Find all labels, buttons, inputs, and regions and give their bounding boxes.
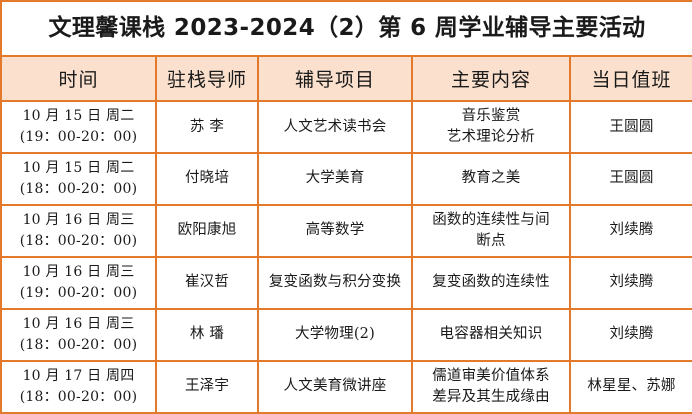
cell-content: 儒道审美价值体系 差异及其生成缘由: [411, 359, 571, 414]
cell-duty: 王圆圆: [568, 152, 692, 206]
cell-content-line2: 差异及其生成缘由: [432, 388, 550, 405]
cell-project: 人文艺术读书会: [257, 99, 413, 155]
column-header-content: 主要内容: [411, 55, 571, 102]
column-header-time: 时间: [0, 55, 157, 102]
cell-teacher: 王泽宇: [155, 359, 259, 414]
cell-project: 大学物理(2): [257, 307, 413, 362]
column-header-duty: 当日值班: [568, 55, 692, 102]
cell-project: 人文美育微讲座: [257, 359, 413, 414]
cell-teacher: 崔汉哲: [155, 256, 259, 310]
cell-time-date: 10 月 16 日 周三: [22, 211, 135, 228]
cell-content: 电容器相关知识: [411, 307, 571, 362]
cell-time: 10 月 17 日 周四 (18：00-20：00): [0, 359, 157, 414]
cell-content-line1: 儒道审美价值体系: [432, 367, 550, 384]
cell-time-range: (19：00-20：00): [19, 284, 138, 301]
cell-time-date: 10 月 16 日 周三: [22, 263, 135, 280]
cell-duty: 刘续腾: [568, 203, 692, 259]
cell-content: 函数的连续性与间 断点: [411, 203, 571, 259]
table-row: 10 月 17 日 周四 (18：00-20：00) 王泽宇 人文美育微讲座 儒…: [0, 359, 692, 414]
table-row: 10 月 15 日 周二 (19：00-20：00) 苏 李 人文艺术读书会 音…: [0, 99, 692, 155]
cell-time: 10 月 16 日 周三 (18：00-20：00): [0, 307, 157, 362]
cell-time-range: (19：00-20：00): [19, 129, 138, 145]
cell-project: 复变函数与积分变换: [257, 256, 413, 310]
cell-teacher: 苏 李: [155, 99, 259, 155]
cell-duty: 王圆圆: [568, 99, 692, 155]
cell-time: 10 月 15 日 周二 (18：00-20：00): [0, 152, 157, 206]
cell-teacher: 欧阳康旭: [155, 203, 259, 259]
cell-time-date: 10 月 15 日 周二: [22, 160, 135, 176]
title-row: 文理馨课栈 2023-2024（2）第 6 周学业辅导主要活动: [0, 0, 692, 57]
table-row: 10 月 16 日 周三 (18：00-20：00) 林 璠 大学物理(2) 电…: [0, 307, 692, 362]
cell-time-range: (18：00-20：00): [19, 388, 138, 405]
cell-time-date: 10 月 16 日 周三: [22, 315, 135, 332]
table-row: 10 月 16 日 周三 (18：00-20：00) 欧阳康旭 高等数学 函数的…: [0, 203, 692, 259]
cell-time-range: (18：00-20：00): [19, 181, 138, 197]
cell-duty: 林星星、苏娜: [568, 359, 692, 414]
cell-content-line1: 函数的连续性与间: [432, 211, 550, 228]
cell-content-line1: 教育之美: [461, 170, 521, 187]
cell-content-line2: 艺术理论分析: [446, 129, 536, 145]
cell-content-line1: 电容器相关知识: [439, 326, 543, 343]
cell-teacher: 林 璠: [155, 307, 259, 362]
cell-content-line1: 音乐鉴赏: [461, 107, 521, 124]
cell-content-line1: 复变函数的连续性: [432, 274, 550, 291]
cell-content: 教育之美: [411, 152, 571, 206]
cell-time-range: (18：00-20：00): [19, 336, 138, 353]
cell-time-date: 10 月 17 日 周四: [22, 367, 135, 384]
column-header-project: 辅导项目: [257, 55, 413, 102]
cell-duty: 刘续腾: [568, 256, 692, 310]
cell-content: 复变函数的连续性: [411, 256, 571, 310]
cell-time-date: 10 月 15 日 周二: [22, 108, 135, 124]
table-row: 10 月 16 日 周三 (19：00-20：00) 崔汉哲 复变函数与积分变换…: [0, 256, 692, 310]
cell-content-line2: 断点: [476, 232, 506, 249]
cell-time: 10 月 16 日 周三 (18：00-20：00): [0, 203, 157, 259]
page-title: 文理馨课栈 2023-2024（2）第 6 周学业辅导主要活动: [0, 0, 692, 57]
cell-time: 10 月 15 日 周二 (19：00-20：00): [0, 99, 157, 155]
column-header-teacher: 驻栈导师: [155, 55, 259, 102]
cell-time: 10 月 16 日 周三 (19：00-20：00): [0, 256, 157, 310]
cell-project: 大学美育: [257, 152, 413, 206]
cell-content: 音乐鉴赏 艺术理论分析: [411, 99, 571, 155]
header-row: 时间 驻栈导师 辅导项目 主要内容 当日值班: [0, 55, 692, 102]
cell-duty: 刘续腾: [568, 307, 692, 362]
cell-time-range: (18：00-20：00): [19, 232, 138, 249]
table-row: 10 月 15 日 周二 (18：00-20：00) 付晓培 大学美育 教育之美…: [0, 152, 692, 206]
cell-project: 高等数学: [257, 203, 413, 259]
cell-teacher: 付晓培: [155, 152, 259, 206]
